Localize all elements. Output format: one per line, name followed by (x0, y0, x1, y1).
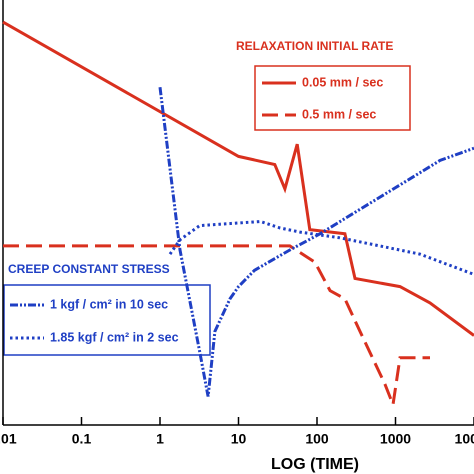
x-axis-label: LOG (TIME) (271, 456, 359, 473)
x-tick-label: 1000 (380, 431, 411, 447)
annotation: CREEP CONSTANT STRESS (8, 262, 170, 276)
legend-label: 0.5 mm / sec (302, 107, 376, 121)
x-tick-label: 10 (231, 431, 247, 447)
line-series (3, 244, 430, 411)
legend-label: 1.85 kgf / cm² in 2 sec (50, 330, 179, 344)
legend-box (254, 65, 411, 131)
legend-label: 1 kgf / cm² in 10 sec (50, 297, 168, 311)
legend-label: 0.05 mm / sec (302, 75, 383, 89)
legend-box (3, 284, 211, 356)
line-series (2, 20, 474, 337)
line-series (168, 219, 474, 276)
x-tick-label: 0.01 (0, 431, 17, 447)
x-tick-label: 100 (305, 431, 329, 447)
x-tick-label: 10000 (455, 431, 474, 447)
x-tick-label: 1 (156, 431, 164, 447)
line-series (158, 87, 474, 397)
annotation: RELAXATION INITIAL RATE (236, 39, 393, 53)
x-tick-label: 0.1 (72, 431, 92, 447)
